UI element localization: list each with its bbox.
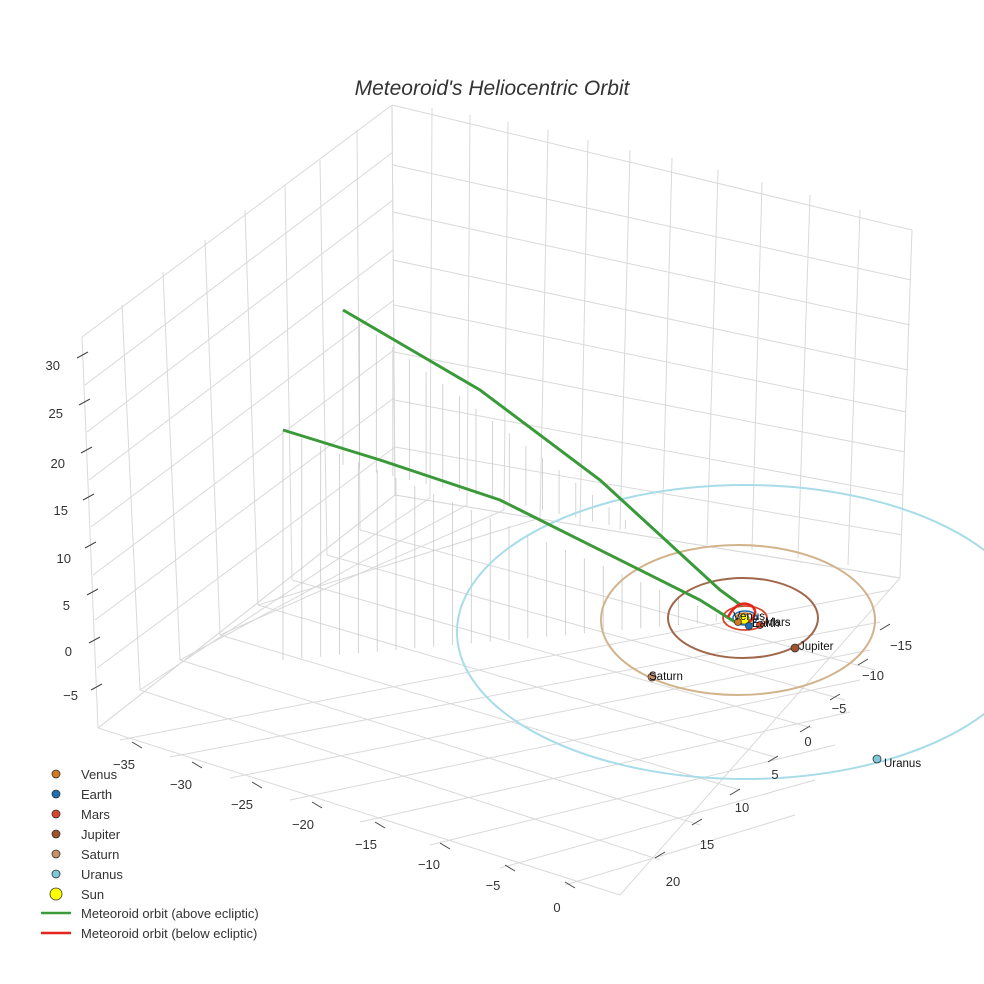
mars-label: Mars	[765, 617, 791, 629]
legend-orbit-below-label: Meteoroid orbit (below ecliptic)	[81, 926, 257, 941]
legend-sun-marker	[49, 887, 63, 901]
legend-saturn-marker	[51, 849, 61, 859]
chart-title: Meteoroid's Heliocentric Orbit	[355, 77, 631, 100]
z-tick-label: 10	[57, 551, 71, 566]
grid-lines	[81, 104, 913, 896]
y-tick-label: 20	[666, 874, 680, 889]
z-tick-label: 20	[51, 456, 65, 471]
uranus-marker	[872, 754, 882, 764]
y-tick-label: 10	[735, 800, 749, 815]
x-tick-label: −5	[486, 878, 501, 893]
venus-marker	[734, 618, 742, 626]
legend-saturn-label: Saturn	[81, 847, 119, 862]
x-tick-label: −10	[418, 857, 440, 872]
x-tick-label: −15	[355, 837, 377, 852]
x-tick-label: −30	[170, 777, 192, 792]
saturn-orbit	[600, 544, 876, 696]
legend-uranus-marker	[51, 869, 61, 879]
z-tick-label: 5	[63, 598, 70, 613]
legend-sun-label: Sun	[81, 887, 104, 902]
z-axis-ticks	[76, 351, 103, 691]
meteoroid-orbit-above-2	[282, 428, 736, 624]
y-tick-label: −5	[832, 701, 847, 716]
legend-uranus-label: Uranus	[81, 867, 123, 882]
y-tick-label: −15	[890, 638, 912, 653]
jupiter-marker	[790, 643, 800, 653]
x-tick-label: −20	[292, 817, 314, 832]
y-tick-label: −10	[862, 668, 884, 683]
venus-label: Venus	[733, 611, 765, 623]
legend-mars-label: Mars	[81, 807, 110, 822]
z-tick-label: 30	[46, 358, 60, 373]
x-tick-label: −25	[231, 797, 253, 812]
legend-earth-label: Earth	[81, 787, 112, 802]
saturn-marker	[647, 672, 657, 682]
earth-label: Earth	[752, 618, 780, 630]
legend-jupiter-marker	[51, 829, 61, 839]
legend-mars-marker	[51, 809, 61, 819]
meteoroid-orbit-above	[342, 308, 743, 608]
y-tick-label: 5	[771, 767, 778, 782]
meteoroid-drop-lines	[282, 310, 717, 660]
z-tick-label: −5	[63, 688, 78, 703]
legend-jupiter-label: Jupiter	[81, 827, 121, 842]
earth-orbit	[732, 610, 758, 626]
z-tick-label: 25	[49, 406, 63, 421]
legend: Venus Earth Mars Jupiter Saturn Uranus S…	[41, 767, 259, 941]
meteoroid-orbit-below	[726, 602, 757, 624]
x-tick-label: 0	[553, 900, 560, 915]
legend-orbit-above-label: Meteoroid orbit (above ecliptic)	[81, 906, 259, 921]
legend-venus-label: Venus	[81, 767, 118, 782]
jupiter-label: Jupiter	[799, 641, 834, 653]
x-tick-label: −35	[113, 757, 135, 772]
uranus-label: Uranus	[884, 758, 921, 770]
jupiter-orbit	[667, 577, 819, 659]
saturn-label: Saturn	[649, 671, 683, 683]
legend-venus-marker	[51, 769, 61, 779]
planet-orbits	[456, 484, 984, 780]
y-axis-ticks	[654, 623, 891, 859]
z-tick-label: 0	[65, 644, 72, 659]
x-axis-ticks	[131, 741, 576, 889]
y-tick-label: 15	[700, 837, 714, 852]
mars-orbit	[722, 605, 768, 631]
legend-earth-marker	[51, 789, 61, 799]
uranus-orbit	[456, 484, 984, 780]
mars-marker	[756, 621, 764, 629]
z-tick-label: 15	[54, 503, 68, 518]
y-tick-label: 0	[804, 734, 811, 749]
earth-marker	[745, 622, 753, 630]
